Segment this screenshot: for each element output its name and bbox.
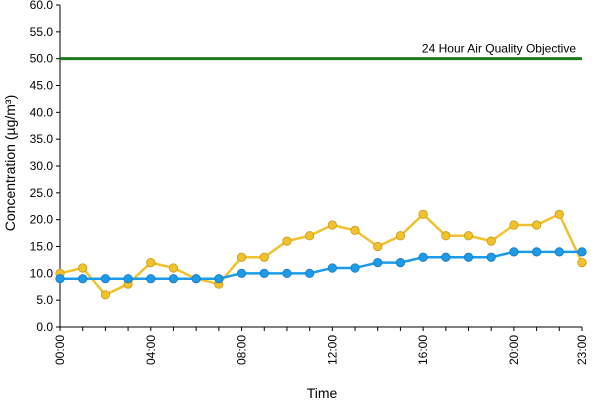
x-tick-label: 04:00	[144, 335, 158, 365]
x-tick-label: 23:00	[575, 335, 589, 365]
data-point	[236, 268, 247, 278]
data-point	[327, 220, 337, 230]
x-axis-title: Time	[307, 385, 338, 400]
y-tick-label: 40.0	[30, 105, 54, 119]
reference-line-group: 24 Hour Air Quality Objective	[60, 42, 582, 61]
x-tick-label: 00:00	[53, 335, 67, 365]
data-point	[532, 220, 542, 230]
data-point	[191, 274, 201, 284]
data-point	[78, 274, 88, 284]
data-point	[305, 268, 315, 278]
data-point	[282, 236, 292, 246]
data-point	[146, 274, 156, 284]
series-1	[55, 209, 587, 300]
x-tick-label: 16:00	[416, 335, 430, 365]
y-tick-label: 15.0	[30, 240, 54, 254]
y-tick-label: 35.0	[30, 132, 54, 146]
data-point	[554, 247, 564, 257]
data-point	[463, 252, 474, 262]
data-point	[78, 263, 88, 273]
data-point	[373, 241, 383, 252]
data-point	[509, 247, 519, 257]
series-2	[55, 247, 587, 284]
y-tick-label: 10.0	[30, 266, 54, 280]
data-point	[123, 274, 133, 284]
data-point	[532, 247, 542, 257]
data-point	[554, 209, 564, 219]
y-tick-label: 30.0	[30, 159, 54, 173]
data-point	[100, 274, 110, 284]
series-group	[55, 209, 587, 300]
data-point	[146, 257, 156, 268]
data-point	[305, 231, 315, 241]
y-tick-label: 60.0	[30, 0, 54, 12]
y-tick-label: 45.0	[30, 79, 54, 93]
data-point	[486, 236, 496, 246]
data-point	[214, 274, 224, 284]
y-axis-title: Concentration (µg/m³)	[2, 95, 18, 231]
y-tick-label: 55.0	[30, 25, 54, 39]
data-point	[577, 257, 587, 268]
data-point	[509, 220, 519, 230]
series-line	[59, 213, 584, 297]
y-tick-label: 25.0	[30, 186, 54, 200]
y-tick-label: 50.0	[30, 52, 54, 66]
x-tick-label: 08:00	[235, 335, 249, 365]
data-point	[259, 268, 269, 278]
data-point	[463, 231, 474, 241]
x-tick-label: 20:00	[507, 335, 521, 365]
data-point	[577, 247, 587, 257]
data-point	[259, 252, 269, 262]
data-point	[418, 209, 428, 219]
data-point	[441, 231, 451, 241]
data-point	[441, 252, 451, 262]
data-point	[168, 274, 179, 284]
data-point	[395, 231, 406, 241]
y-tick-label: 5.0	[36, 293, 53, 307]
data-point	[236, 252, 247, 262]
data-point	[282, 268, 292, 278]
axes: 0.0 5.0 10.0 15.0 20.0 25.0 30.0 35.0 40.0 45.0 50…	[30, 0, 589, 365]
y-tick-label: 20.0	[30, 213, 54, 227]
data-point	[350, 263, 360, 273]
x-tick-label: 12:00	[325, 335, 339, 365]
data-point	[395, 257, 406, 268]
data-point	[350, 225, 360, 235]
data-point	[168, 263, 179, 273]
data-point	[486, 252, 496, 262]
data-point	[100, 290, 110, 300]
objective-label: 24 Hour Air Quality Objective	[422, 42, 576, 56]
y-tick-label: 0.0	[36, 320, 53, 334]
data-point	[373, 257, 383, 268]
data-point	[327, 263, 337, 273]
data-point	[418, 252, 428, 262]
data-point	[55, 274, 65, 284]
